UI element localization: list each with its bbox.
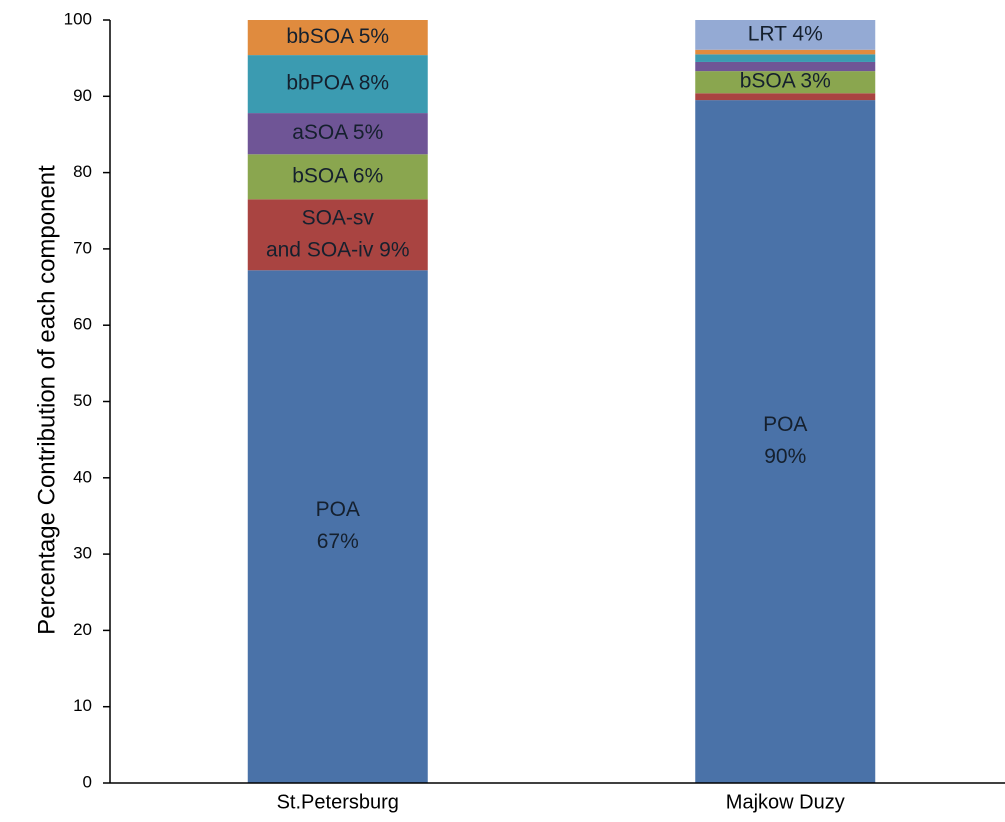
bar-segment [695,61,876,72]
data-label: bbPOA 8% [286,72,389,95]
x-tick-label: Majkow Duzy [726,791,845,813]
data-label: POA [316,498,360,521]
y-tick-label: 60 [73,315,92,334]
y-tick-label: 40 [73,467,92,486]
data-label: LRT 4% [748,22,823,45]
bar-segment [695,71,876,94]
data-label: bbSOA 5% [286,25,389,48]
x-tick-label: St.Petersburg [277,791,399,813]
y-tick-label: 80 [73,162,92,181]
data-label: SOA-sv [302,206,375,229]
bar-segment [695,93,876,101]
bar-segment [247,199,428,271]
bar-segment [247,20,428,56]
data-label: bSOA 6% [292,164,383,187]
data-label: and SOA-iv 9% [266,238,410,261]
data-label: 90% [764,445,806,468]
y-axis-title: Percentage Contribution of each componen… [33,165,60,635]
bar-segment [695,100,876,784]
y-tick-label: 100 [64,9,92,28]
bar-segment [247,55,428,114]
y-tick-label: 20 [73,620,92,639]
bar-segment [247,154,428,200]
y-tick-label: 70 [73,238,92,257]
y-tick-label: 30 [73,544,92,563]
data-label: POA [763,413,807,436]
bar-segment [247,113,428,155]
data-label: aSOA 5% [292,121,383,144]
bar-segment [695,54,876,62]
y-tick-label: 50 [73,391,92,410]
bar-segment [247,270,428,783]
y-tick-label: 0 [83,772,92,791]
y-tick-label: 10 [73,696,92,715]
data-label: 67% [317,530,359,553]
bar-segment [695,49,876,55]
data-label: bSOA 3% [740,70,831,93]
y-tick-label: 90 [73,86,92,105]
bar-segment [695,20,876,50]
